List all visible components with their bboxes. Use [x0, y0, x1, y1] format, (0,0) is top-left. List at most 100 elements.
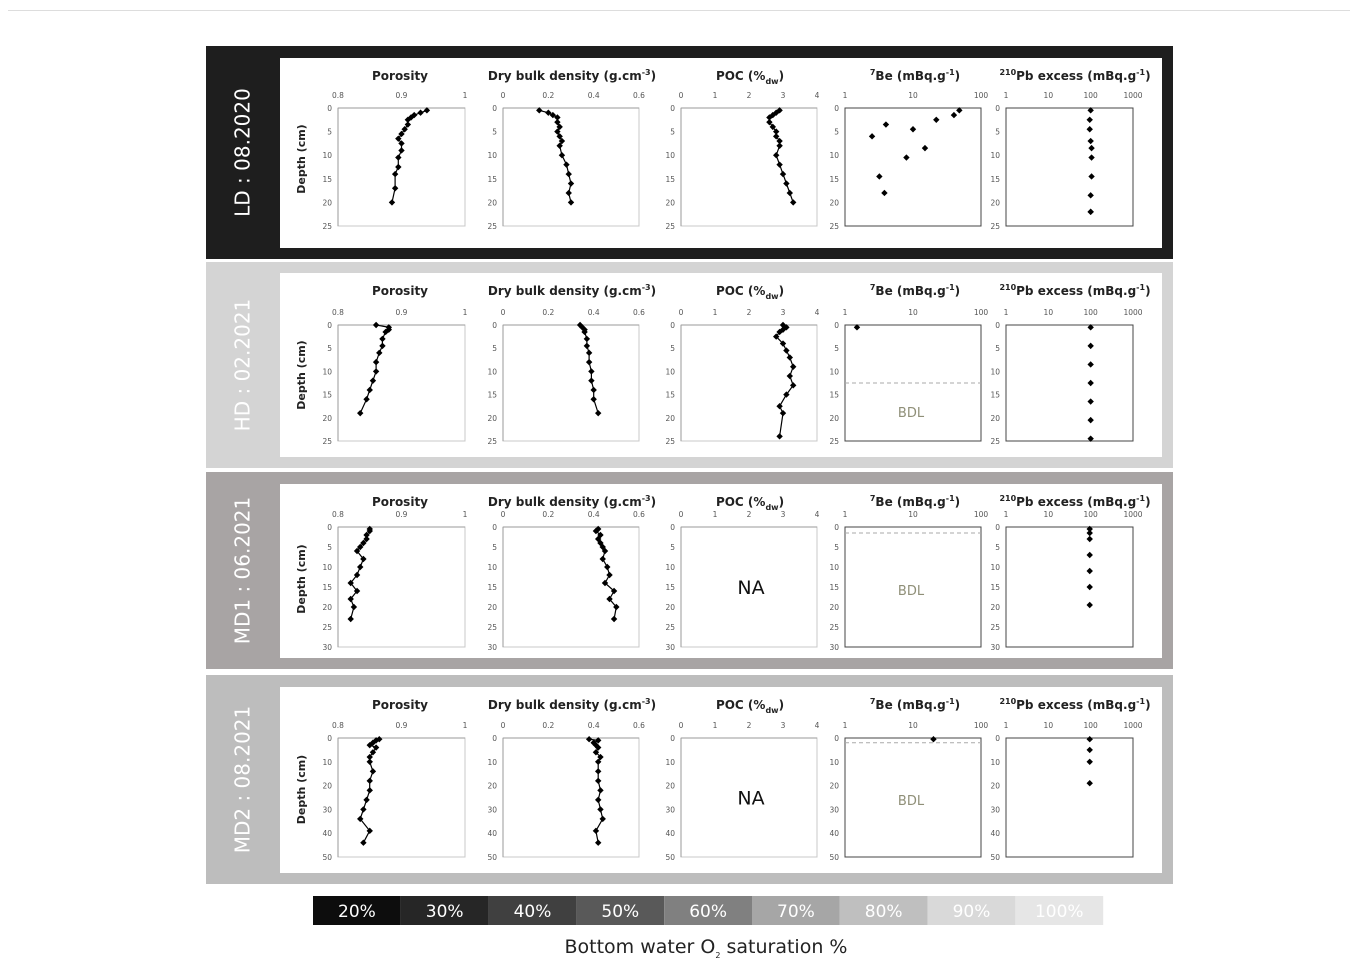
data-point	[1088, 173, 1095, 180]
legend-swatch	[313, 896, 401, 925]
data-point	[353, 587, 361, 595]
x-tick-label: 0.8	[332, 721, 344, 730]
data-point	[776, 161, 783, 168]
legend-title: Bottom water O2 saturation %	[565, 936, 848, 959]
y-tick-label: 20	[487, 414, 497, 423]
y-tick-label: 5	[327, 543, 332, 552]
y-tick-label: 40	[829, 829, 839, 838]
dry-bulk-density-panel: Dry bulk density (g.cm-3)0 0.2 0.4 0.605101…	[487, 494, 656, 652]
data-point	[601, 579, 609, 587]
y-tick-label: 15	[665, 391, 675, 400]
x-tick-label: 100	[1084, 510, 1099, 519]
data-point	[363, 796, 370, 804]
data-point	[369, 377, 377, 384]
row-inner	[280, 58, 1162, 248]
data-point	[604, 563, 611, 571]
y-tick-label: 20	[829, 782, 839, 791]
x-tick-label: 0.8	[332, 308, 344, 317]
data-point	[382, 328, 389, 336]
y-tick-label: 20	[990, 198, 1000, 207]
y-tick-label: 20	[665, 414, 675, 423]
x-tick-label: 1	[843, 308, 848, 317]
pb210-excess-title: 210Pb excess (mBq.g-1)	[999, 283, 1150, 298]
x-tick-label: 0.9	[396, 308, 408, 317]
y-tick-label: 15	[487, 583, 497, 592]
y-tick-label: 0	[995, 321, 1000, 330]
data-point	[903, 154, 910, 161]
x-tick-label: 1000	[1123, 308, 1142, 317]
y-tick-label: 5	[834, 128, 839, 137]
x-tick-label: 0	[501, 510, 506, 519]
y-tick-label: 30	[665, 643, 675, 652]
data-point	[588, 368, 595, 375]
be7-panel: 7Be (mBq.g-1) 1 10 100 0 10 20 30 40 50 BDL	[829, 697, 988, 862]
data-point	[536, 107, 543, 114]
y-tick-label: 10	[829, 151, 839, 160]
x-tick-label: 3	[781, 510, 786, 519]
y-tick-label: 15	[665, 175, 675, 184]
y-tick-label: 15	[829, 583, 839, 592]
x-tick-label: 1	[463, 721, 468, 730]
data-point	[790, 363, 797, 370]
x-tick-label: 0.4	[588, 308, 600, 317]
data-point	[930, 735, 937, 743]
data-point	[1087, 342, 1094, 350]
x-tick-label: 0.8	[332, 510, 344, 519]
pb210-excess-panel: 210Pb excess (mBq.g-1) 1 10 100 1000 0 5 10 15 20…	[990, 283, 1150, 446]
y-tick-label: 20	[990, 603, 1000, 612]
legend: 20% 30% 40% 50% 60% 70% 80% 90% 100% Bottom water…	[313, 896, 1104, 959]
y-tick-label: 10	[665, 758, 675, 767]
data-point	[391, 170, 399, 178]
data-point	[783, 180, 790, 187]
y-tick-label: 15	[665, 583, 675, 592]
x-tick-label: 10	[908, 721, 918, 730]
y-tick-label: 0	[670, 734, 675, 743]
legend-label: 50%	[601, 902, 639, 922]
data-point	[779, 170, 787, 178]
data-point	[882, 121, 890, 128]
poc-title: POC (%dw)	[716, 69, 784, 86]
y-tick-label: 30	[322, 805, 332, 814]
legend-label: 60%	[689, 902, 727, 922]
x-tick-label: 2	[747, 721, 752, 730]
data-point	[372, 744, 380, 751]
y-tick-label: 30	[487, 805, 497, 814]
be7-title: 7Be (mBq.g-1)	[870, 697, 960, 712]
data-point	[1087, 398, 1094, 405]
data-point	[766, 118, 773, 126]
data-point	[556, 133, 563, 140]
data-point	[357, 815, 364, 823]
x-tick-label: 0.4	[588, 721, 600, 730]
x-tick-label: 10	[1044, 510, 1054, 519]
legend-label: 70%	[777, 902, 815, 922]
y-tick-label: 20	[487, 782, 497, 791]
x-tick-label: 1	[843, 721, 848, 730]
data-point	[423, 107, 431, 114]
y-tick-label: 20	[829, 603, 839, 612]
data-point	[1086, 583, 1093, 591]
data-point	[369, 768, 377, 775]
y-tick-label: 50	[990, 853, 1000, 862]
be7-panel: 7Be (mBq.g-1) 1 10 100 0 5 10 15 20 25 30 BDL	[829, 494, 988, 652]
y-tick-label: 50	[829, 853, 839, 862]
y-tick-label: 50	[487, 853, 497, 862]
data-point	[956, 107, 963, 114]
data-point	[921, 144, 929, 152]
y-tick-label: 10	[322, 758, 332, 767]
y-tick-label: 0	[327, 523, 332, 532]
x-tick-label: 2	[747, 91, 752, 100]
bdl-annotation: BDL	[898, 584, 925, 599]
dry-bulk-density-title: Dry bulk density (g.cm-3)	[488, 68, 656, 83]
x-tick-label: 0	[501, 721, 506, 730]
data-point	[1086, 126, 1093, 133]
x-tick-label: 10	[1044, 721, 1054, 730]
y-tick-label: 10	[665, 367, 675, 376]
x-tick-label: 0.2	[542, 721, 554, 730]
data-point	[376, 349, 383, 357]
data-point	[554, 114, 561, 121]
y-tick-label: 0	[327, 321, 332, 330]
